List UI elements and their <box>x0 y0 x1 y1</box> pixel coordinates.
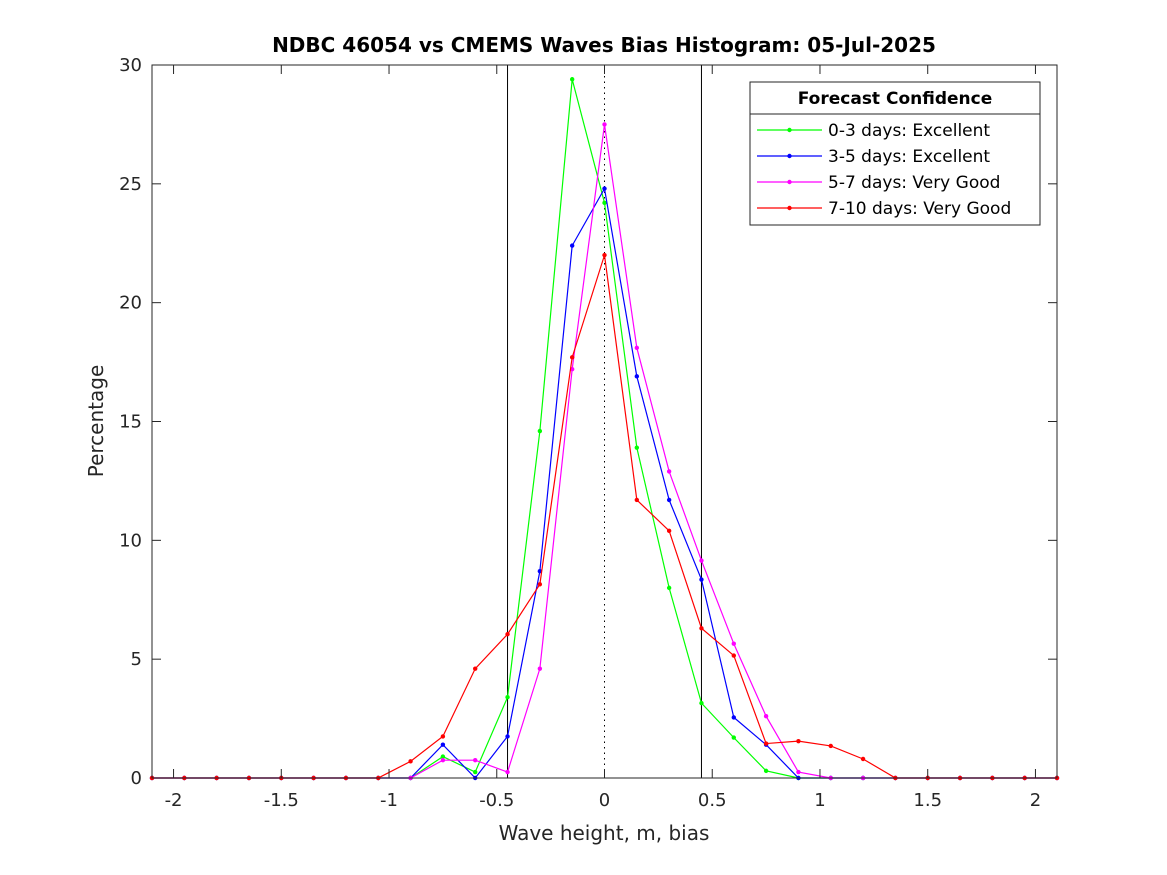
y-tick-label: 25 <box>119 174 142 195</box>
series-3-point <box>602 122 607 127</box>
x-tick-label: 1 <box>814 790 825 811</box>
series-2-point <box>569 243 575 248</box>
legend-entries: 0-3 days: Excellent 3-5 days: Excellent 5-… <box>757 121 1011 219</box>
series-1-point <box>699 700 704 706</box>
series-2-point <box>602 186 607 191</box>
series-1-point <box>473 769 478 775</box>
series-3-point <box>666 469 672 474</box>
series-4-point <box>440 734 446 739</box>
x-tick-label: 2 <box>1030 790 1041 811</box>
series-4-point <box>569 355 575 360</box>
series-2-point <box>634 374 640 379</box>
series-4-point <box>699 626 704 631</box>
series-4-point <box>634 497 640 503</box>
legend-swatch-marker <box>787 205 792 211</box>
series-2-point <box>666 497 672 503</box>
x-tick-label: 0 <box>599 790 610 811</box>
legend-entry-label: 0-3 days: Excellent <box>828 121 990 141</box>
y-tick-label: 20 <box>119 293 142 314</box>
series-2-point <box>731 715 736 720</box>
series-1-point <box>602 200 607 206</box>
series-1-point <box>666 585 672 591</box>
series-4-point <box>796 738 801 744</box>
series-2-point <box>505 734 510 739</box>
series-3-point <box>796 769 801 775</box>
series-4-point <box>473 666 478 671</box>
series-4-point <box>666 528 672 534</box>
series-3-point <box>634 345 640 351</box>
x-tick-label: -0.5 <box>479 790 514 811</box>
series-4-point <box>828 743 833 749</box>
series-3-point <box>763 714 769 719</box>
series-4-point <box>860 756 866 762</box>
y-tick-label: 0 <box>131 768 142 789</box>
series-4-point <box>537 582 543 587</box>
reference-lines <box>507 65 702 778</box>
y-tick-label: 10 <box>119 530 142 551</box>
series-4-point <box>408 759 413 764</box>
y-tick-label: 5 <box>131 649 142 670</box>
series-1-point <box>569 77 575 82</box>
x-tick-label: 0.5 <box>698 790 727 811</box>
series-3-point <box>731 641 736 646</box>
legend-entry-label: 3-5 days: Excellent <box>828 147 990 167</box>
series-3-point <box>699 558 704 563</box>
series-3-point <box>505 769 510 775</box>
y-axis-label: Percentage <box>84 365 108 478</box>
chart-title: NDBC 46054 vs CMEMS Waves Bias Histogram… <box>272 33 936 57</box>
legend-entry-label: 7-10 days: Very Good <box>828 199 1011 219</box>
series-2-point <box>440 742 446 747</box>
series-2-point <box>699 577 704 582</box>
series-3-point <box>537 666 543 671</box>
series-4-point <box>602 252 607 258</box>
series-1-point <box>634 445 640 450</box>
legend-entry-label: 5-7 days: Very Good <box>828 173 1000 193</box>
series-3-point <box>473 757 478 763</box>
series-4-point <box>763 741 769 746</box>
legend: Forecast Confidence 0-3 days: Excellent 3… <box>749 81 1041 226</box>
series-1-point <box>537 428 543 434</box>
y-tick-label: 15 <box>119 412 142 433</box>
series-1-point <box>763 768 769 774</box>
series-1-point <box>440 754 446 759</box>
legend-swatch-marker <box>787 153 792 159</box>
x-tick-label: 1.5 <box>913 790 942 811</box>
x-axis-label: Wave height, m, bias <box>499 821 710 845</box>
x-tick-label: -2 <box>165 790 183 811</box>
y-tick-label: 30 <box>119 55 142 76</box>
series-1-point <box>505 694 510 700</box>
legend-swatch-marker <box>787 179 792 185</box>
x-tick-label: -1 <box>380 790 398 811</box>
series-4-point <box>731 653 736 658</box>
x-tick-label: -1.5 <box>264 790 299 811</box>
legend-swatch-marker <box>787 127 792 133</box>
series-1-point <box>731 735 736 740</box>
series-4-point <box>505 632 510 637</box>
ticks <box>152 64 1057 779</box>
legend-box <box>749 81 1041 226</box>
legend-title: Forecast Confidence <box>798 89 993 109</box>
series-3-point <box>440 757 446 763</box>
